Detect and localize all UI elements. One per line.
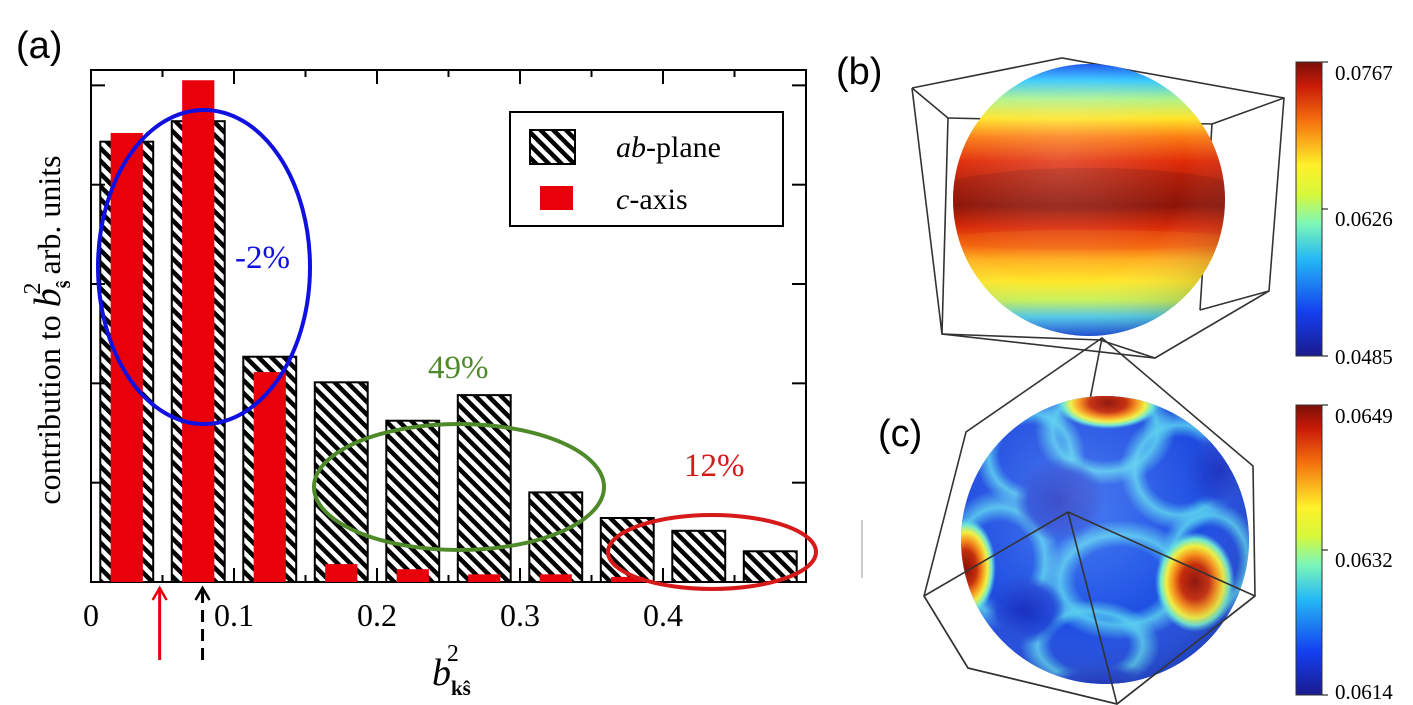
colorbar-c-mid: 0.0632 — [1335, 548, 1393, 572]
bar-c-axis-5 — [468, 574, 501, 582]
bar-ab-plane-4 — [385, 419, 441, 582]
ellipse-blue — [96, 108, 312, 426]
colorbar-c-min: 0.0614 — [1335, 680, 1393, 704]
bar-ab-plane-8 — [671, 529, 727, 582]
arrow-head-1 — [194, 585, 211, 601]
bar-c-axis-2 — [253, 372, 286, 582]
x-tick-label-1: 0.1 — [214, 597, 254, 633]
bar-c-axis-7 — [611, 576, 644, 582]
colorbar-b-min: 0.0485 — [1335, 345, 1393, 369]
panel-b-sphere: (b) — [836, 51, 1393, 369]
colorbar-c-max: 0.0649 — [1335, 404, 1393, 428]
colorbar-c: 0.0649 0.0632 0.0614 — [1295, 404, 1393, 704]
panel-a-label: (a) — [16, 25, 62, 67]
panel-a-histogram: (a) 0 0.1 0.2 0.3 0.4 -2% 49% 12% ab-plane c… — [16, 25, 863, 700]
bar-ab-plane-6 — [528, 491, 584, 582]
ellipse-red — [606, 513, 818, 591]
x-axis-arrows — [151, 585, 211, 660]
sphere-c — [961, 396, 1249, 684]
bar-ab-plane-3 — [313, 381, 369, 582]
bar-c-axis-1 — [182, 80, 215, 582]
ellipse-green — [312, 422, 606, 552]
annotation-green-percent: 49% — [428, 350, 489, 386]
prism-front-edges-b — [941, 333, 1156, 359]
y-axis-label: contribution to bŝ2 arb. units — [20, 155, 75, 504]
x-axis-label: bkŝ2 — [432, 641, 471, 700]
colorbar-b-mid: 0.0626 — [1335, 207, 1393, 231]
annotation-blue-percent: -2% — [235, 240, 290, 276]
annotation-red-percent: 12% — [684, 448, 745, 484]
x-tick-label-2: 0.2 — [357, 597, 397, 633]
panel-c-sphere: (c) — [878, 336, 1393, 705]
bar-c-axis-4 — [396, 569, 429, 582]
panel-c-label: (c) — [878, 413, 922, 455]
legend-swatch-c-axis — [540, 186, 573, 210]
legend-swatch-ab-plane — [529, 129, 576, 165]
x-tick-label-4: 0.4 — [643, 597, 683, 633]
bar-c-axis-6 — [539, 574, 572, 582]
x-tick-label-0: 0 — [83, 597, 99, 633]
sphere-b — [953, 64, 1225, 336]
panel-b-label: (b) — [836, 51, 882, 93]
bar-c-axis-3 — [325, 564, 358, 582]
colorbar-b: 0.0767 0.0626 0.0485 — [1295, 61, 1393, 369]
arrow-head-0 — [151, 585, 168, 601]
legend-label-c-axis: c-axis — [616, 183, 688, 216]
axis-ticks — [90, 70, 806, 582]
x-tick-labels: 0 0.1 0.2 0.3 0.4 — [83, 597, 683, 633]
series-c-axis-bars — [110, 80, 644, 582]
legend: ab-plane c-axis — [509, 111, 784, 227]
cube-front-edges-c — [923, 511, 1256, 705]
x-tick-label-3: 0.3 — [500, 597, 540, 633]
colorbar-b-max: 0.0767 — [1335, 61, 1393, 85]
legend-label-ab-plane: ab-plane — [616, 131, 721, 164]
